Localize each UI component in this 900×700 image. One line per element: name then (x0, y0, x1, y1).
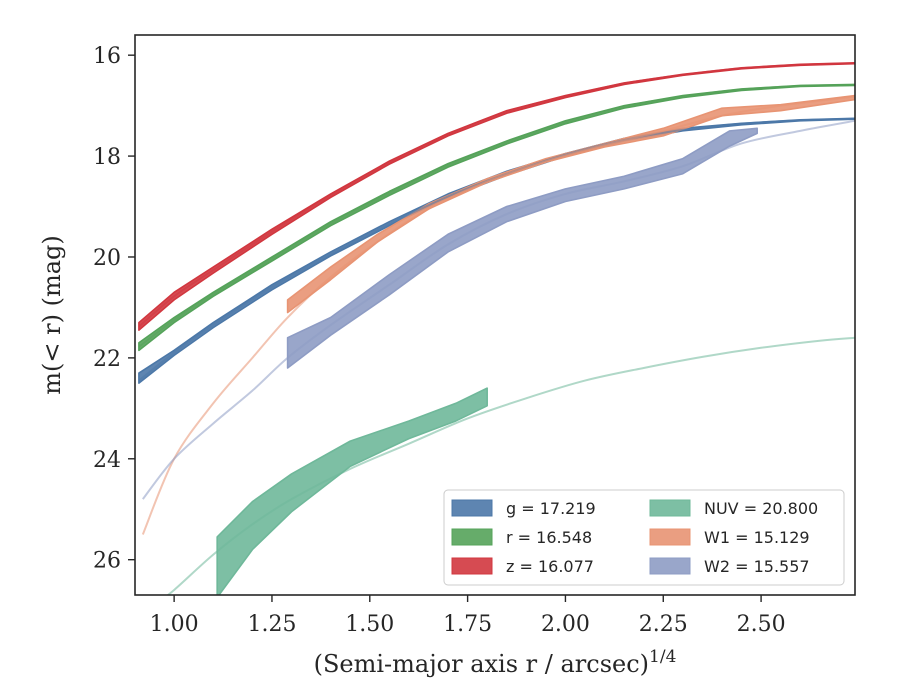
x-tick-label: 1.25 (247, 612, 296, 637)
model-line-z (138, 62, 855, 328)
legend-swatch-r (451, 528, 493, 546)
legend-swatch-w2 (649, 557, 691, 575)
band-g (138, 117, 855, 384)
legend-swatch-g (451, 499, 493, 517)
x-tick-label: 2.25 (639, 612, 688, 637)
legend-label-w2: W2 = 15.557 (704, 557, 810, 576)
y-tick-label: 22 (93, 347, 121, 372)
legend-swatch-z (451, 557, 493, 575)
model-line-nuv (166, 336, 855, 595)
model-line-w2 (142, 119, 855, 500)
y-tick-label: 16 (93, 44, 121, 69)
plot-frame (134, 34, 856, 596)
x-tick-label: 1.00 (150, 612, 199, 637)
legend-box (443, 489, 845, 586)
legend-label-r: r = 16.548 (506, 528, 592, 547)
y-axis-title: m(< r) (mag) (38, 235, 66, 394)
y-tick-label: 24 (93, 448, 121, 473)
y-axis-ticks: 16 18 20 22 24 26 (93, 44, 135, 574)
x-tick-label: 2.50 (737, 612, 786, 637)
model-line-r (138, 83, 855, 348)
band-z (138, 61, 855, 331)
model-line-w1 (141, 95, 855, 535)
y-tick-label: 26 (93, 549, 121, 574)
band-w2 (286, 127, 758, 369)
x-tick-label: 2.00 (541, 612, 590, 637)
x-axis-ticks: 1.00 1.25 1.50 1.75 2.00 2.25 2.50 (150, 595, 786, 637)
x-tick-label: 1.75 (443, 612, 492, 637)
model-curves (138, 62, 855, 595)
model-line-g (138, 117, 855, 382)
legend-label-w1: W1 = 15.129 (704, 528, 810, 547)
y-tick-label: 18 (93, 145, 121, 170)
x-axis-title: (Semi-major axis r / arcsec)1/4 (314, 647, 677, 678)
legend-label-z: z = 16.077 (506, 557, 594, 576)
legend-label-nuv: NUV = 20.800 (704, 499, 818, 518)
x-tick-label: 1.50 (345, 612, 394, 637)
legend-label-g: g = 17.219 (506, 499, 596, 518)
legend-swatch-nuv (649, 499, 691, 517)
band-r (138, 83, 855, 352)
y-tick-label: 20 (93, 246, 121, 271)
legend-swatch-w1 (649, 528, 691, 546)
band-nuv (216, 387, 488, 595)
legend: g = 17.219 r = 16.548 z = 16.077 NUV = 20.8… (443, 489, 845, 586)
